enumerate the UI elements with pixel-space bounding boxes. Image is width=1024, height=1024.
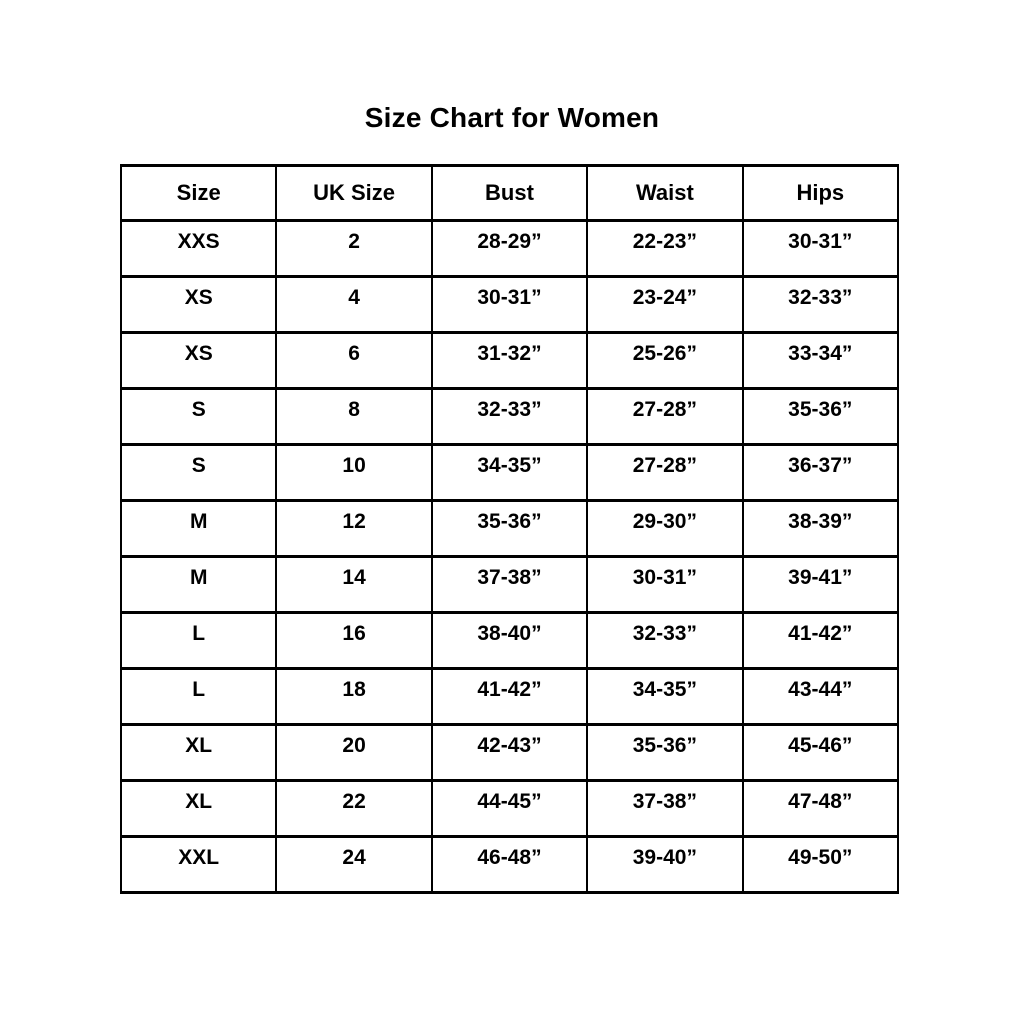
cell-waist: 35-36” (586, 723, 744, 782)
cell-hips: 30-31” (741, 219, 900, 278)
table-row: M 12 35-36” 29-30” 38-39” (119, 499, 900, 558)
table-row: XXS 2 28-29” 22-23” 30-31” (119, 219, 900, 278)
cell-waist: 34-35” (586, 667, 744, 726)
cell-waist: 27-28” (586, 387, 744, 446)
cell-waist: 29-30” (586, 499, 744, 558)
table-row: S 8 32-33” 27-28” 35-36” (119, 387, 900, 446)
cell-uk-size: 12 (275, 499, 433, 558)
cell-uk-size: 8 (275, 387, 433, 446)
cell-uk-size: 20 (275, 723, 433, 782)
table-row: XL 20 42-43” 35-36” 45-46” (119, 723, 900, 782)
cell-size: XS (119, 275, 278, 334)
cell-hips: 39-41” (741, 555, 900, 614)
table-row: L 16 38-40” 32-33” 41-42” (119, 611, 900, 670)
cell-waist: 37-38” (586, 779, 744, 838)
column-header-hips: Hips (741, 164, 900, 222)
cell-bust: 30-31” (430, 275, 589, 334)
cell-uk-size: 4 (275, 275, 433, 334)
cell-hips: 45-46” (741, 723, 900, 782)
table-row: S 10 34-35” 27-28” 36-37” (119, 443, 900, 502)
cell-waist: 27-28” (586, 443, 744, 502)
cell-uk-size: 14 (275, 555, 433, 614)
cell-bust: 38-40” (430, 611, 589, 670)
cell-bust: 31-32” (430, 331, 589, 390)
cell-size: M (119, 555, 278, 614)
cell-hips: 38-39” (741, 499, 900, 558)
cell-size: XL (119, 723, 278, 782)
cell-hips: 47-48” (741, 779, 900, 838)
cell-size: S (119, 443, 278, 502)
column-header-size: Size (119, 164, 278, 222)
table-header: Size UK Size Bust Waist Hips (119, 164, 900, 222)
cell-size: M (119, 499, 278, 558)
cell-size: L (119, 611, 278, 670)
cell-size: XS (119, 331, 278, 390)
table-body: XXS 2 28-29” 22-23” 30-31” XS 4 30-31” 2… (119, 219, 900, 894)
cell-hips: 35-36” (741, 387, 900, 446)
cell-bust: 34-35” (430, 443, 589, 502)
cell-hips: 41-42” (741, 611, 900, 670)
table-row: XS 4 30-31” 23-24” 32-33” (119, 275, 900, 334)
cell-uk-size: 24 (275, 835, 433, 894)
cell-size: S (119, 387, 278, 446)
cell-hips: 49-50” (741, 835, 900, 894)
cell-uk-size: 10 (275, 443, 433, 502)
cell-bust: 37-38” (430, 555, 589, 614)
cell-size: XL (119, 779, 278, 838)
cell-bust: 41-42” (430, 667, 589, 726)
column-header-waist: Waist (586, 164, 744, 222)
cell-uk-size: 22 (275, 779, 433, 838)
cell-waist: 32-33” (586, 611, 744, 670)
column-header-bust: Bust (430, 164, 589, 222)
table-row: L 18 41-42” 34-35” 43-44” (119, 667, 900, 726)
cell-waist: 39-40” (586, 835, 744, 894)
cell-hips: 32-33” (741, 275, 900, 334)
size-chart-table: Size UK Size Bust Waist Hips XXS 2 28-29… (119, 164, 900, 894)
cell-hips: 33-34” (741, 331, 900, 390)
column-header-uk-size: UK Size (275, 164, 433, 222)
cell-size: L (119, 667, 278, 726)
cell-bust: 35-36” (430, 499, 589, 558)
cell-uk-size: 16 (275, 611, 433, 670)
table-row: XL 22 44-45” 37-38” 47-48” (119, 779, 900, 838)
table-row: XS 6 31-32” 25-26” 33-34” (119, 331, 900, 390)
cell-uk-size: 6 (275, 331, 433, 390)
cell-bust: 42-43” (430, 723, 589, 782)
cell-hips: 43-44” (741, 667, 900, 726)
cell-uk-size: 18 (275, 667, 433, 726)
header-row: Size UK Size Bust Waist Hips (119, 164, 900, 222)
cell-bust: 28-29” (430, 219, 589, 278)
cell-waist: 22-23” (586, 219, 744, 278)
cell-size: XXL (119, 835, 278, 894)
table-row: M 14 37-38” 30-31” 39-41” (119, 555, 900, 614)
cell-hips: 36-37” (741, 443, 900, 502)
cell-waist: 23-24” (586, 275, 744, 334)
cell-bust: 32-33” (430, 387, 589, 446)
page-title: Size Chart for Women (364, 102, 660, 133)
cell-waist: 30-31” (586, 555, 744, 614)
cell-size: XXS (119, 219, 278, 278)
cell-uk-size: 2 (275, 219, 433, 278)
cell-bust: 44-45” (430, 779, 589, 838)
cell-waist: 25-26” (586, 331, 744, 390)
cell-bust: 46-48” (430, 835, 589, 894)
table-row: XXL 24 46-48” 39-40” 49-50” (119, 835, 900, 894)
